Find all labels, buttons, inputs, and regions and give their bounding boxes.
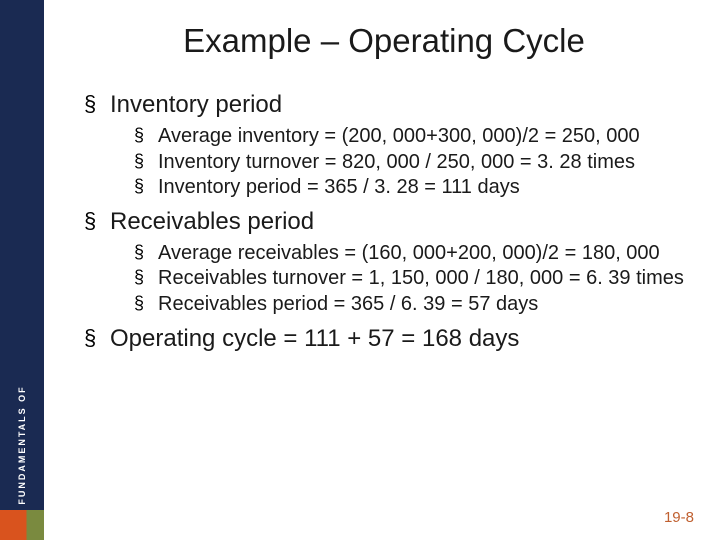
sub-list: Average receivables = (160, 000+200, 000… [110, 241, 690, 318]
list-item: Average inventory = (200, 000+300, 000)/… [134, 124, 690, 150]
section-heading: Operating cycle = 111 + 57 = 168 days [110, 325, 519, 352]
list-item: Receivables turnover = 1, 150, 000 / 180… [134, 266, 690, 292]
sub-list: Average inventory = (200, 000+300, 000)/… [110, 124, 690, 201]
section-heading: Receivables period [110, 208, 314, 235]
book-spine-sidebar: FUNDAMENTALS OF [0, 0, 44, 540]
list-item: Inventory period = 365 / 3. 28 = 111 day… [134, 175, 690, 201]
list-item: Receivables period = 365 / 6. 39 = 57 da… [134, 292, 690, 318]
section-inventory: Inventory period Average inventory = (20… [84, 90, 690, 201]
section-operating-cycle: Operating cycle = 111 + 57 = 168 days [84, 324, 690, 354]
list-item: Average receivables = (160, 000+200, 000… [134, 241, 690, 267]
bullet-list: Inventory period Average inventory = (20… [78, 90, 690, 354]
page-number: 19-8 [664, 509, 694, 526]
section-receivables: Receivables period Average receivables =… [84, 207, 690, 318]
section-heading: Inventory period [110, 91, 282, 118]
spine-title: FUNDAMENTALS OF [17, 385, 27, 504]
slide-content: Example – Operating Cycle Inventory peri… [44, 0, 720, 540]
list-item: Inventory turnover = 820, 000 / 250, 000… [134, 150, 690, 176]
spine-accent [0, 510, 44, 540]
slide-title: Example – Operating Cycle [78, 22, 690, 60]
